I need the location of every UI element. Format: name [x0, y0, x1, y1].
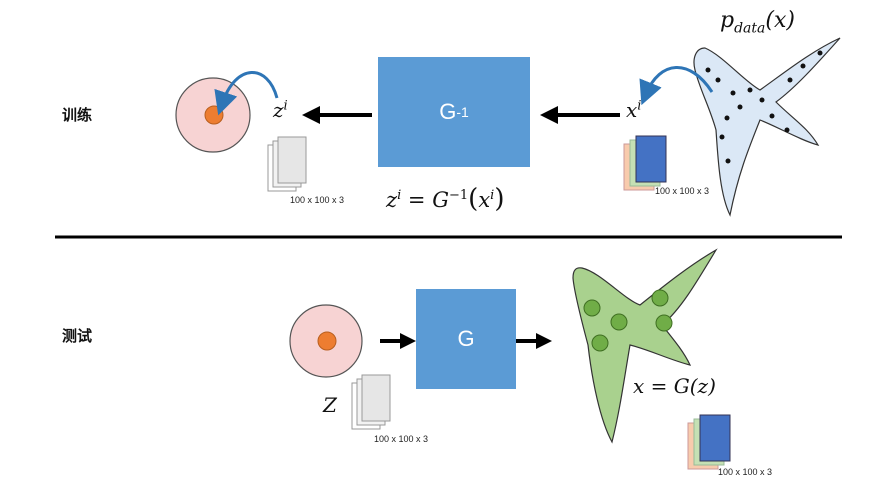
train-dims-right: 100 x 100 x 3: [655, 186, 710, 196]
pdata-blob: [693, 37, 841, 217]
inverse-generator-sup: -1: [456, 104, 469, 120]
pdata-samples: [705, 50, 823, 164]
eq-equals: =: [401, 188, 433, 212]
eq-lhs-base: z: [386, 188, 398, 212]
inverse-generator-box: G -1: [378, 57, 530, 167]
train-equation: zi = G−1(xi): [386, 184, 504, 214]
eq-g: G: [432, 188, 449, 212]
train-curved-arrow-right: [639, 66, 714, 106]
train-x-base: x: [626, 98, 638, 122]
test-dims-left: 100 x 100 x 3: [374, 434, 429, 444]
train-latent-dot: [204, 105, 224, 125]
test-label: 测试: [62, 327, 93, 345]
train-label: 训练: [62, 106, 93, 124]
test-latent-dot: [317, 331, 337, 351]
train-arrow-box-to-z: [302, 106, 372, 124]
inverse-generator-label: G: [439, 99, 457, 124]
eq-lhs-sup: i: [397, 188, 402, 203]
test-image-stack-left: [351, 374, 391, 430]
test-dims-right: 100 x 100 x 3: [718, 467, 773, 477]
train-x-sup: i: [637, 98, 642, 114]
eq-paren-close: ): [494, 184, 505, 214]
train-dims-left: 100 x 100 x 3: [290, 195, 345, 205]
train-arrow-x-to-box: [540, 106, 620, 124]
test-arrow-z-to-box: [380, 333, 416, 349]
eq-arg-sup: i: [490, 188, 495, 203]
generated-samples: [583, 289, 673, 352]
pdata-sub: data: [734, 20, 766, 37]
train-image-stack-left: [267, 136, 307, 192]
generator-box: G: [416, 289, 516, 389]
train-x-label: xi: [626, 98, 641, 122]
train-z-label: zi: [273, 98, 288, 122]
pdata-p: p: [720, 8, 735, 33]
train-image-stack-right: [623, 135, 667, 191]
test-image-stack-right: [687, 414, 731, 470]
train-z-base: z: [273, 98, 284, 122]
generated-blob: [572, 248, 718, 444]
test-equation: x = G(z): [633, 374, 716, 398]
pdata-label: pdata(x): [720, 8, 795, 36]
pdata-arg: (x): [765, 8, 795, 33]
eq-g-sup: −1: [448, 188, 469, 203]
test-arrow-box-to-x: [516, 333, 552, 349]
eq-paren-open: (: [468, 184, 479, 214]
train-z-sup: i: [283, 98, 288, 114]
train-curved-arrow-left: [214, 71, 279, 116]
test-z-label: Z: [323, 393, 337, 417]
eq-arg-base: x: [478, 188, 491, 212]
